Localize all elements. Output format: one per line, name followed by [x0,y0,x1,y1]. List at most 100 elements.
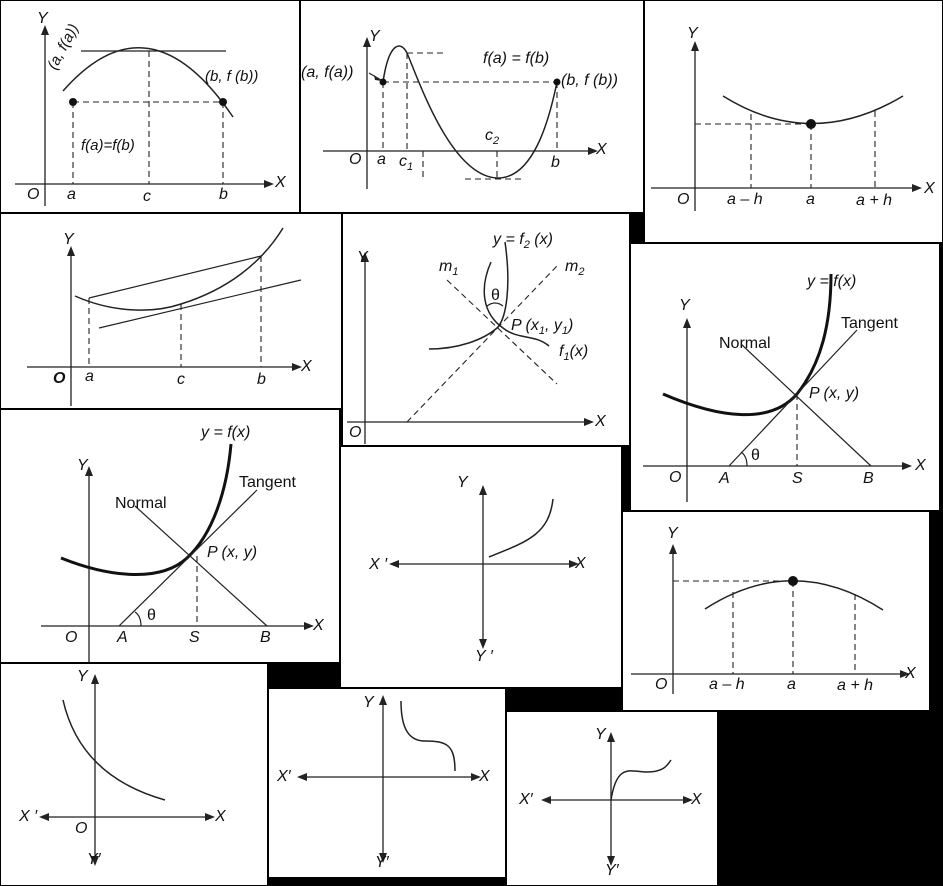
tangent-normal-panel-right: Y X O y = f(x) Tangent Normal P (x, y) θ… [630,243,940,511]
x-axis-label: X [596,141,607,158]
x-prime-label: X′ [519,791,533,808]
origin-label: O [349,424,362,441]
x-axis-label: X [905,665,916,682]
rolle-single-max-panel: Y X O a c b (a, f(a)) (b, f (b)) f(a)=f(… [0,0,300,213]
a-label: a [85,368,94,385]
point-b-label: (b, f (b)) [205,68,259,85]
equal-values-label: f(a) = f(b) [483,50,550,67]
point-a-label: (a, f(a)) [301,64,354,81]
decreasing-function-graph [39,674,215,866]
local-minimum-panel: Y X O a – h a a + h [644,0,943,243]
theta-label: θ [751,447,760,464]
decreasing-inflection-graph [297,695,481,863]
point-b-label: (b, f (b)) [561,72,618,89]
f2-label: y = f2 (x) [493,231,553,252]
a-plus-h-label: a + h [856,192,893,209]
x-prime-label: X ′ [19,808,38,825]
y-prime-label: Y ′ [475,648,493,665]
x-axis-label: X [575,555,586,572]
origin-label: O [65,629,78,646]
y-axis-label: Y [77,457,88,474]
y-prime-label: Y′ [87,851,101,868]
x-axis-label: X [915,457,926,474]
point-p-label: P (x1, y1) [511,317,574,338]
tangent-normal-graph-left [41,443,314,662]
origin-label: O [27,186,40,203]
y-prime-label: Y′ [375,854,389,871]
y-axis-label: Y [457,474,468,491]
x-axis-label: X [301,358,312,375]
point-p-label: P (x, y) [809,385,860,402]
origin-label: O [677,191,690,208]
x-axis-label: X [691,791,702,808]
angle-between-curves-panel: Y X O y = f2 (x) m1 m2 θ P (x1, y1) f1(x… [342,213,630,446]
normal-label: Normal [115,495,167,512]
c-label: c [143,188,151,205]
decreasing-function-panel: Y Y′ X X ′ O [0,663,268,886]
increasing-function-graph [389,485,579,649]
equal-values-label: f(a)=f(b) [81,137,135,154]
y-axis-label: Y [595,726,606,743]
x-axis-label: X [215,808,226,825]
a-plus-h-label: a + h [837,677,874,694]
x-prime-label: X ′ [369,556,388,573]
increasing-function-panel: Y Y ′ X X ′ [340,446,622,688]
mean-value-panel: Y X O a c b [0,213,342,409]
origin-label: O [349,151,362,168]
point-b-label: B [260,629,271,646]
point-p-label: P (x, y) [207,544,258,561]
y-axis-label: Y [37,10,48,27]
y-axis-label: Y [369,28,380,45]
m1-label: m1 [439,258,459,279]
local-maximum-graph [631,544,910,694]
x-axis-label: X [595,413,606,430]
mean-value-graph [27,227,302,406]
theta-label: θ [491,287,500,304]
y-axis-label: Y [363,694,374,711]
local-minimum-graph [651,41,922,211]
origin-label: O [655,676,668,693]
b-label: b [551,154,560,171]
point-a-label: A [719,470,730,487]
c-label: c [177,371,185,388]
normal-label: Normal [719,335,771,352]
y-axis-label: Y [77,668,88,685]
tangent-label: Tangent [239,474,296,491]
rolle-max-min-panel: Y X O a c1 c2 b (a, f(a)) (b, f (b)) f(a… [300,0,644,213]
point-b-label: B [863,470,874,487]
y-axis-label: Y [679,297,690,314]
tangent-normal-panel-left: Y X O y = f(x) Tangent Normal P (x, y) θ… [0,409,340,663]
x-axis-label: X [479,768,490,785]
x-prime-label: X′ [277,768,291,785]
curve-label: y = f(x) [201,424,251,441]
rolle-single-max-graph [15,25,274,206]
y-prime-label: Y′ [605,862,619,879]
y-axis-label: Y [687,25,698,42]
curve-label: y = f(x) [807,273,857,290]
increasing-plateau-panel: Y Y′ X X′ [506,711,718,886]
c1-label: c1 [399,153,414,174]
a-label: a [377,151,386,168]
origin-label: O [75,820,88,837]
point-a-label: A [117,629,128,646]
m2-label: m2 [565,258,585,279]
c2-label: c2 [485,127,500,148]
point-s-label: S [189,629,200,646]
angle-between-curves-graph [347,241,594,444]
tangent-label: Tangent [841,315,898,332]
theta-label: θ [147,607,156,624]
y-axis-label: Y [357,249,368,266]
y-axis-label: Y [667,525,678,542]
b-label: b [219,186,228,203]
rolle-max-min-graph [323,37,598,189]
f1-label: f1(x) [559,343,589,364]
increasing-plateau-graph [541,732,693,866]
origin-label: O [669,469,682,486]
a-label: a [787,676,796,693]
b-label: b [257,371,266,388]
tangent-normal-graph-right [643,273,912,502]
a-label: a [806,191,815,208]
origin-label: O [53,370,66,387]
a-label: a [67,186,76,203]
